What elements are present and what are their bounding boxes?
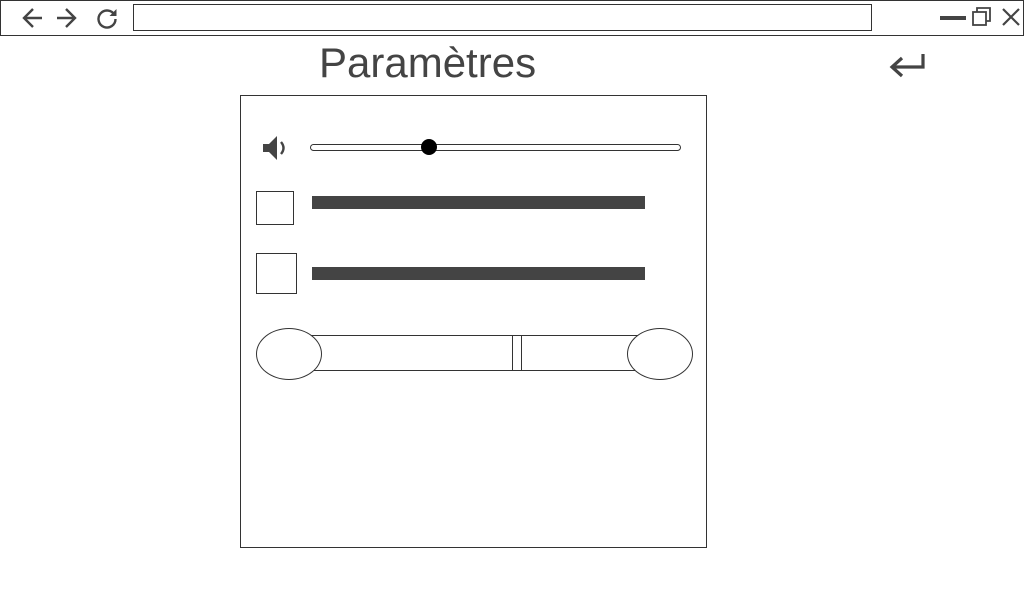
option-label-1 xyxy=(312,196,645,209)
url-field[interactable] xyxy=(133,4,872,31)
browser-toolbar xyxy=(0,0,1024,36)
settings-panel xyxy=(240,95,707,548)
option-checkbox-1[interactable] xyxy=(256,191,294,225)
return-arrow-icon[interactable] xyxy=(886,48,928,84)
toggle-left-knob[interactable] xyxy=(256,328,322,380)
back-arrow-icon[interactable] xyxy=(21,6,45,30)
minimize-icon[interactable] xyxy=(940,6,966,30)
toggle-right-knob[interactable] xyxy=(627,328,693,380)
toggle-divider xyxy=(512,336,522,370)
volume-slider-thumb[interactable] xyxy=(421,139,438,155)
forward-arrow-icon[interactable] xyxy=(54,6,78,30)
reload-icon[interactable] xyxy=(95,6,119,30)
option-label-2 xyxy=(312,267,645,280)
speaker-icon xyxy=(261,133,291,163)
close-icon[interactable] xyxy=(1000,6,1024,30)
toggle-track[interactable] xyxy=(306,335,641,371)
restore-icon[interactable] xyxy=(971,6,995,30)
option-checkbox-2[interactable] xyxy=(256,253,297,294)
page-title: Paramètres xyxy=(319,39,537,86)
two-state-toggle[interactable] xyxy=(256,328,693,380)
volume-slider[interactable] xyxy=(310,139,681,155)
